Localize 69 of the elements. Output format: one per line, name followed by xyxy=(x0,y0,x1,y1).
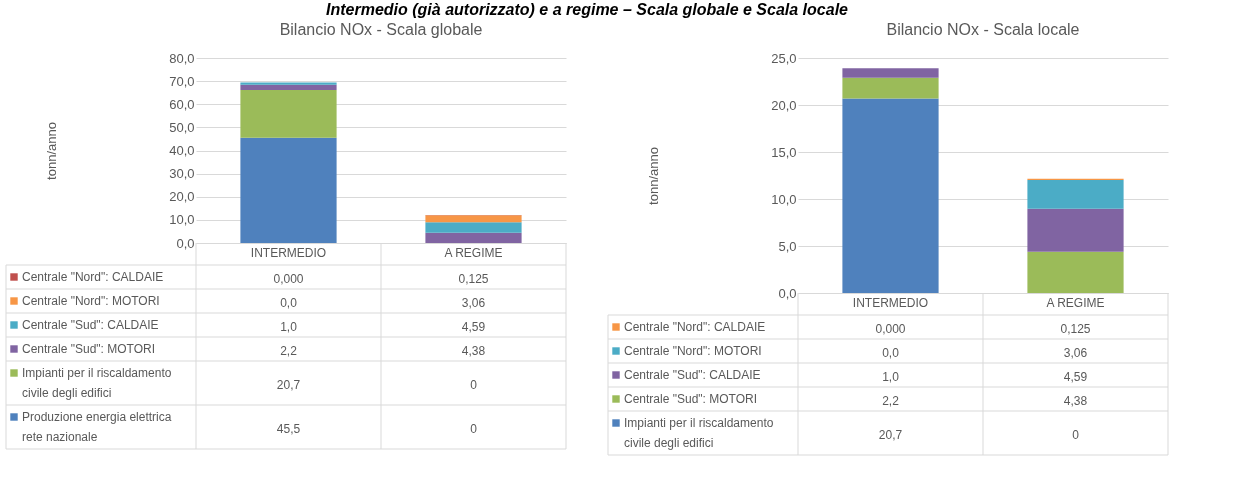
data-label: 2,2 xyxy=(882,394,900,408)
bar xyxy=(842,68,939,78)
y-tick-label: 15,0 xyxy=(771,144,797,160)
y-axis-title: tonn/anno xyxy=(646,147,662,205)
chart-title: Bilancio NOx - Scala locale xyxy=(886,21,1080,38)
data-label: 0,0 xyxy=(882,346,900,360)
data-label: 4,59 xyxy=(1063,370,1088,384)
data-label: 0,000 xyxy=(273,272,304,286)
data-label: 0,125 xyxy=(1060,322,1091,336)
data-label: 20,7 xyxy=(276,378,301,392)
bar xyxy=(1027,179,1124,209)
legend-label: Centrale "Nord": MOTORI xyxy=(22,294,160,308)
y-tick-label: 80,0 xyxy=(169,50,195,66)
y-tick-label: 5,0 xyxy=(778,238,797,254)
bar xyxy=(425,222,522,233)
bar xyxy=(240,84,337,90)
data-label: 1,0 xyxy=(280,320,298,334)
y-tick-label: 70,0 xyxy=(169,73,195,89)
y-tick-label: 40,0 xyxy=(169,143,195,158)
bar xyxy=(1027,251,1124,293)
data-label: 0 xyxy=(470,378,478,392)
legend-label: Impianti per il riscaldamento civile degli edifici xyxy=(22,366,172,400)
legend-label: Impianti per il riscaldamento civile degli edifici xyxy=(624,416,774,450)
data-label: 20,7 xyxy=(878,428,903,442)
data-label: 4,38 xyxy=(461,344,486,358)
data-label: 2,2 xyxy=(280,344,298,358)
y-tick-label: 10,0 xyxy=(169,212,195,228)
legend-label: Centrale "Nord": CALDAIE xyxy=(22,270,164,284)
data-label: 3,06 xyxy=(1063,346,1088,360)
data-label: 4,59 xyxy=(461,320,486,334)
y-tick-label: 30,0 xyxy=(169,166,195,182)
bar xyxy=(425,232,522,243)
y-tick-label: 60,0 xyxy=(169,96,195,112)
legend-label: Centrale "Sud": MOTORI xyxy=(624,392,758,406)
bar xyxy=(240,137,337,243)
legend-label: Produzione energia elettrica rete nazionale xyxy=(22,410,172,444)
y-tick-label: 10,0 xyxy=(771,191,797,207)
data-label: 3,06 xyxy=(461,296,486,310)
data-label: 0,0 xyxy=(280,296,298,310)
data-label: 4,38 xyxy=(1063,394,1088,408)
data-label: 0 xyxy=(1072,428,1080,442)
y-tick-label: 25,0 xyxy=(771,50,797,66)
x-tick-label: INTERMEDIO xyxy=(250,245,327,260)
y-axis-title: tonn/anno xyxy=(44,122,60,180)
bar xyxy=(842,98,939,293)
y-tick-label: 20,0 xyxy=(771,97,797,113)
data-label: 45,5 xyxy=(276,422,301,436)
x-tick-label: A REGIME xyxy=(1046,295,1105,310)
chart-title: Bilancio NOx - Scala globale xyxy=(279,21,483,38)
bar xyxy=(240,89,337,138)
legend-label: Centrale "Sud": CALDAIE xyxy=(624,368,761,382)
data-label: 0,000 xyxy=(875,322,906,336)
text: Intermedio (già autorizzato) e a regime – Scala globale e Scala locale xyxy=(326,1,849,18)
legend-label: Centrale "Sud": CALDAIE xyxy=(22,318,159,332)
data-label: 0,125 xyxy=(458,272,489,286)
y-tick-label: 0,0 xyxy=(176,235,195,251)
legend-label: Centrale "Sud": MOTORI xyxy=(22,342,156,356)
bar xyxy=(425,215,522,223)
y-tick-label: 0,0 xyxy=(778,285,797,301)
x-tick-label: INTERMEDIO xyxy=(852,295,929,310)
x-tick-label: A REGIME xyxy=(444,245,503,260)
y-tick-label: 50,0 xyxy=(169,119,195,135)
legend-label: Centrale "Nord": CALDAIE xyxy=(624,320,766,334)
bar xyxy=(1027,208,1124,252)
y-tick-label: 20,0 xyxy=(169,189,195,205)
data-label: 1,0 xyxy=(882,370,900,384)
bar xyxy=(842,77,939,99)
data-label: 0 xyxy=(470,422,478,436)
legend-label: Centrale "Nord": MOTORI xyxy=(624,344,762,358)
